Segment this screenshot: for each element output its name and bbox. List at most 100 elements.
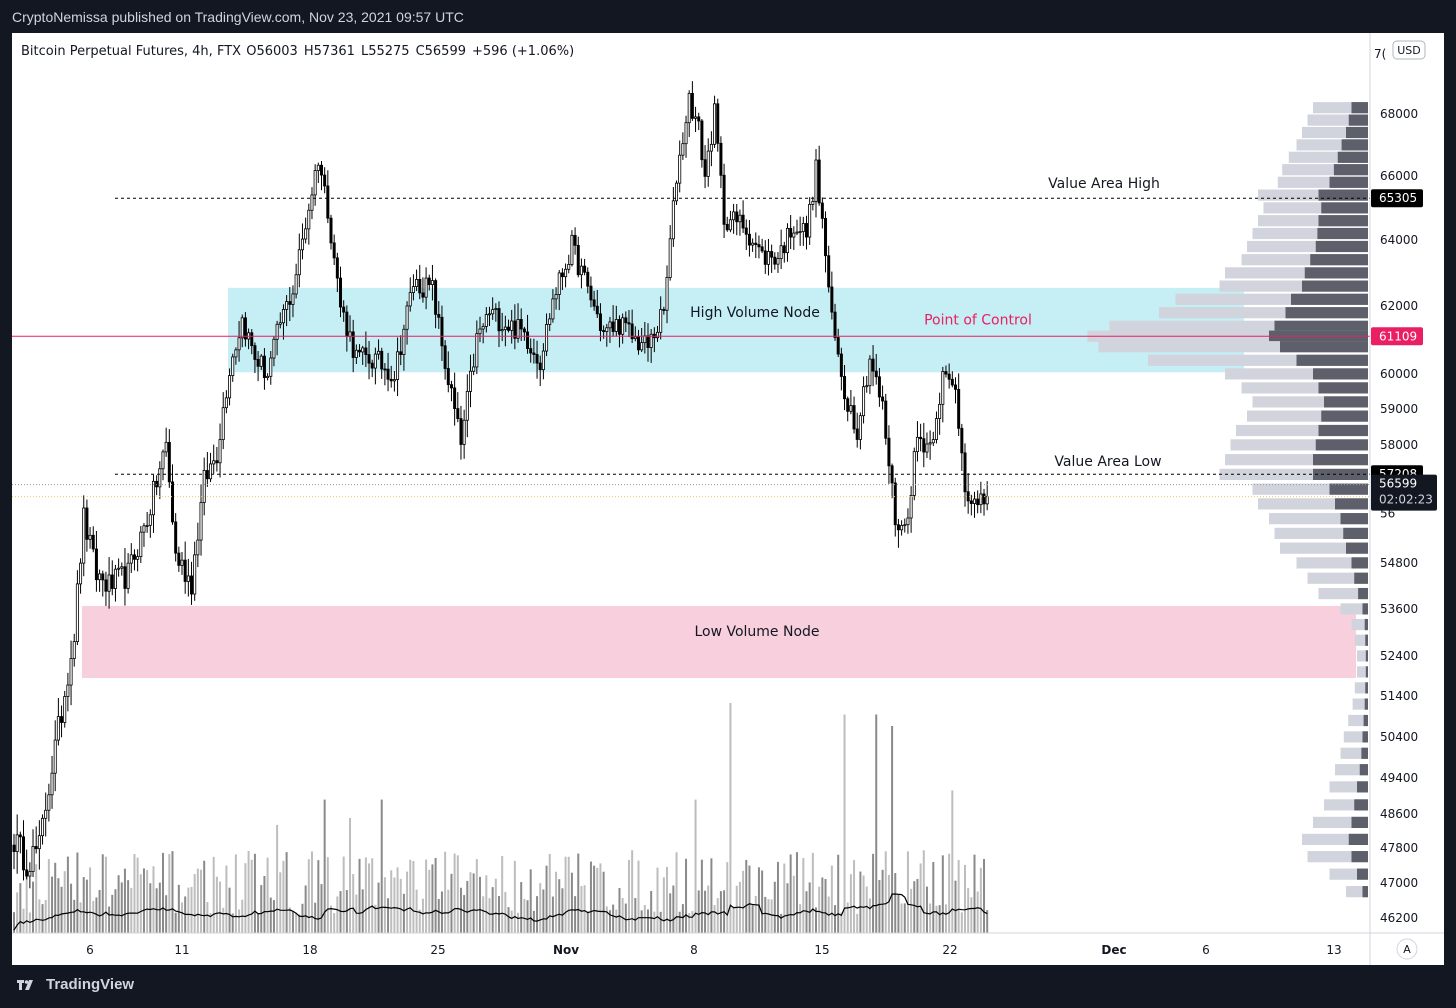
volume-bar: [54, 862, 57, 933]
candle-body: [377, 350, 381, 355]
candle-body: [684, 122, 688, 145]
candle-body: [402, 328, 406, 355]
volume-bar: [716, 898, 719, 933]
candle-body: [323, 174, 327, 187]
profile-bar-dark: [1340, 513, 1368, 525]
candle-body: [180, 559, 184, 566]
volume-moving-average: [13, 893, 988, 931]
candle-body: [342, 306, 346, 313]
profile-bar-light: [1247, 410, 1368, 422]
profile-bar-dark: [1304, 267, 1368, 279]
profile-bar-dark: [1365, 634, 1368, 646]
candle-body: [186, 575, 190, 582]
candle-body: [785, 227, 789, 254]
candle-body: [874, 370, 878, 378]
candle-body: [950, 378, 954, 386]
profile-bar-light: [1329, 868, 1368, 880]
volume-bar: [440, 891, 443, 933]
profile-bar-dark: [1321, 202, 1368, 214]
time-tick: Dec: [1101, 943, 1126, 957]
candle-body: [383, 368, 387, 371]
candle-body: [805, 223, 809, 238]
profile-bar-light: [1307, 114, 1368, 126]
volume-bar: [643, 905, 646, 933]
volume-bar: [488, 898, 491, 933]
candle-body: [900, 524, 904, 531]
volume-bar: [853, 860, 856, 933]
profile-bar-light: [1307, 572, 1368, 584]
volume-bar: [795, 852, 798, 933]
profile-bar-light: [1354, 634, 1368, 646]
candle-body: [700, 120, 704, 161]
price-tick: 48600: [1380, 807, 1418, 821]
candle-body: [735, 211, 739, 223]
profile-bar-light: [1288, 151, 1368, 163]
profile-bar-light: [1252, 227, 1368, 240]
candle-body: [339, 277, 343, 308]
volume-bar: [983, 858, 986, 933]
volume-bar: [114, 889, 117, 933]
candle-body: [497, 308, 501, 332]
value-area-low-label: Value Area Low: [1054, 454, 1161, 470]
profile-bar-dark: [1351, 851, 1368, 863]
candle-body: [773, 256, 777, 265]
profile-bar-light: [1318, 587, 1368, 600]
candle-body: [896, 524, 900, 531]
candle-body: [757, 244, 761, 248]
candle-body: [297, 249, 301, 276]
volume-bar: [894, 873, 897, 933]
volume-bar: [152, 866, 155, 933]
candle-body: [228, 375, 232, 399]
profile-bar-light: [1282, 164, 1368, 176]
volume-bar: [117, 875, 120, 933]
candle-body: [510, 320, 514, 331]
volume-bar: [605, 906, 608, 933]
volume-bar: [545, 865, 548, 933]
volume-bar: [599, 863, 602, 933]
axes-layer: 68000 66000 64000 62000 60000 59000 58000 54800…: [12, 33, 1444, 965]
volume-bar: [919, 863, 922, 933]
candle-body: [190, 575, 194, 595]
volume-bar: [526, 900, 529, 933]
volume-bar: [602, 871, 605, 933]
volume-bar: [944, 904, 947, 933]
volume-bar: [700, 859, 703, 933]
volume-bar: [773, 881, 776, 933]
volume-bar: [276, 824, 279, 933]
profile-bar-light: [1098, 341, 1368, 353]
candle-body: [792, 232, 796, 238]
candle-body: [354, 349, 358, 358]
volume-bar: [707, 885, 710, 933]
volume-bar: [38, 899, 41, 933]
volume-bar: [314, 902, 317, 933]
candle-body: [541, 350, 545, 371]
candle-body: [675, 182, 679, 202]
candle-body: [243, 317, 247, 340]
low-volume-node-zone: [82, 605, 1356, 678]
volume-bar: [269, 897, 272, 933]
price-tick-partial: 7(: [1374, 47, 1386, 61]
profile-bar-dark: [1351, 102, 1368, 114]
candle-body: [551, 298, 555, 320]
candle-body: [947, 373, 951, 380]
profile-bar-dark: [1348, 833, 1368, 845]
candle-body: [636, 336, 640, 351]
volume-bar: [555, 871, 558, 933]
volume-bar: [475, 859, 478, 933]
profile-bar-dark: [1291, 293, 1368, 305]
candle-body: [487, 313, 491, 316]
candle-body: [281, 309, 285, 324]
profile-bar-dark: [1317, 227, 1368, 240]
volume-bar: [960, 912, 963, 933]
candle-body: [427, 277, 431, 286]
volume-bar: [808, 882, 811, 933]
candle-body: [592, 299, 596, 307]
volume-bar: [887, 874, 890, 933]
time-tick: 8: [690, 943, 698, 957]
candle-body: [262, 355, 266, 378]
volume-bar: [456, 855, 459, 933]
candle-body: [969, 500, 973, 504]
profile-bar-light: [1324, 799, 1368, 811]
candle-body: [893, 482, 897, 526]
